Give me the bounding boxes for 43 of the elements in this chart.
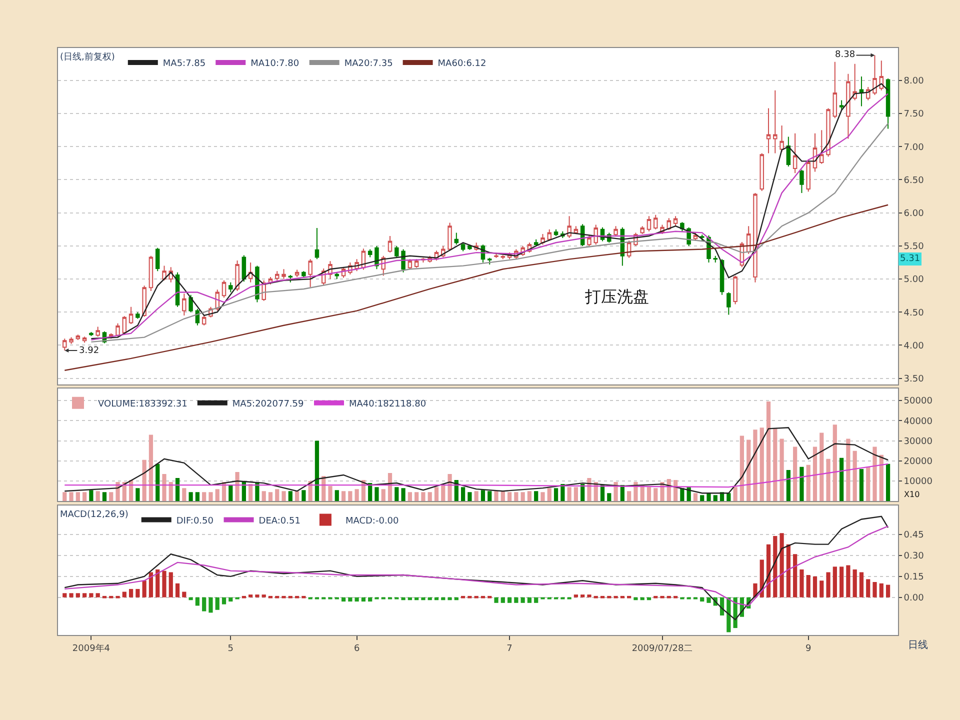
y-tick-label: 5.50 — [904, 242, 924, 252]
y-tick-label: 0.00 — [904, 593, 924, 604]
legend-label: DEA:0.51 — [258, 516, 300, 526]
y-tick-label: 7.50 — [904, 110, 924, 120]
legend-label: MA5:202077.59 — [232, 399, 304, 410]
y-tick-label: 40000 — [904, 416, 933, 427]
y-tick-label: 30000 — [904, 436, 933, 447]
annotation: 打压洗盘 — [584, 287, 649, 306]
y-tick-label: 3.50 — [904, 374, 924, 384]
y-tick-label: 7.00 — [904, 142, 924, 153]
y-tick-label: 8.00 — [904, 76, 924, 87]
x-tick-label: 6 — [354, 644, 360, 654]
legend-label: MA40:182118.80 — [349, 399, 426, 410]
y-tick-label: 50000 — [904, 396, 933, 407]
y-tick-label: 6.00 — [904, 208, 924, 219]
legend-label: MA5:7.85 — [162, 59, 206, 70]
x-tick-label: 2009/07/28二 — [632, 644, 693, 654]
legend-label: DIF:0.50 — [176, 516, 214, 526]
y-tick-label: 0.45 — [904, 530, 924, 541]
y-tick-label: 0.15 — [904, 572, 924, 583]
text: X10 — [904, 490, 920, 499]
annotation: 8.38 — [835, 50, 856, 60]
annotation: 3.92 — [79, 346, 100, 356]
x-tick-label: 5 — [228, 644, 234, 654]
legend-label: VOLUME:183392.31 — [98, 399, 188, 410]
legend-label: MACD:-0.00 — [345, 516, 400, 526]
y-tick-label: 4.00 — [904, 341, 924, 352]
annotation: 5.31 — [900, 254, 920, 264]
legend-label: MA60:6.12 — [438, 59, 486, 70]
text: (日线,前复权) — [60, 52, 115, 63]
y-tick-label: 6.50 — [904, 176, 924, 186]
y-tick-label: 5.00 — [904, 275, 924, 286]
text: MACD(12,26,9) — [60, 510, 128, 520]
y-tick-label: 0.30 — [904, 552, 924, 562]
y-tick-label: 20000 — [904, 457, 933, 468]
legend-label: MA10:7.80 — [250, 59, 300, 70]
x-tick-label: 7 — [506, 644, 512, 654]
y-tick-label: 4.50 — [904, 308, 924, 318]
x-tick-label: 9 — [805, 644, 812, 654]
x-tick-label: 2009年4 — [72, 642, 110, 654]
legend-label: MA20:7.35 — [344, 59, 393, 70]
x-axis-title: 日线 — [908, 639, 928, 651]
y-tick-label: 10000 — [904, 477, 933, 488]
